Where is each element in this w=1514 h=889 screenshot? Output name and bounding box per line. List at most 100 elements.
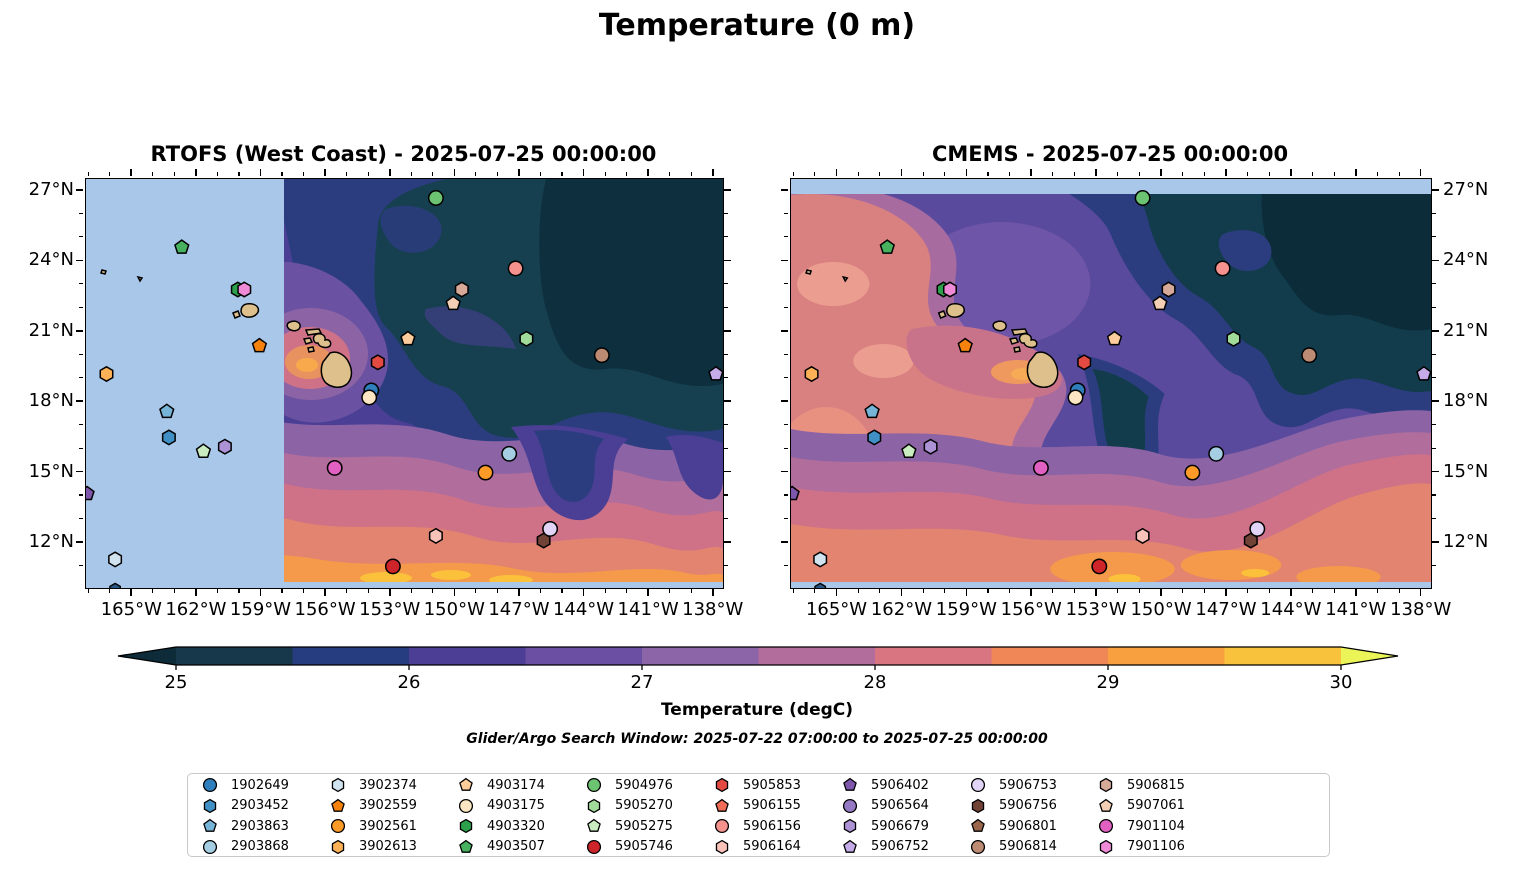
float-marker-5906679: [923, 438, 938, 455]
legend-label: 5906564: [871, 798, 929, 814]
legend-label: 4903320: [487, 818, 545, 834]
island: [1008, 337, 1020, 345]
float-marker-5906752: [1416, 365, 1431, 381]
axis-tick: [216, 589, 218, 593]
axis-tick: [900, 169, 903, 176]
lat-tick-label: 21°N: [28, 319, 74, 341]
axis-tick: [87, 172, 89, 176]
island: [302, 337, 314, 345]
float-marker-5906402: [86, 485, 95, 501]
axis-tick: [130, 169, 133, 176]
float-marker-3902559: [251, 337, 268, 353]
legend-label: 5907061: [1127, 798, 1185, 814]
legend-marker-pentagon-icon: [843, 839, 857, 853]
axis-tick: [922, 172, 924, 176]
axis-tick: [781, 400, 788, 402]
axis-tick: [238, 172, 240, 176]
legend-marker-hexagon-icon: [1099, 839, 1113, 854]
axis-tick: [1203, 589, 1205, 593]
float-marker-5906752: [708, 365, 723, 381]
axis-tick: [987, 589, 989, 593]
island: [841, 275, 849, 283]
float-marker-5905270: [519, 330, 534, 347]
legend-label: 2903868: [231, 839, 289, 855]
legend-label: 2903863: [231, 818, 289, 834]
float-marker-3902374: [108, 551, 123, 568]
legend-item-7901106: 7901106: [1094, 837, 1222, 858]
colorbar-label: Temperature (degC): [660, 700, 854, 720]
axis-tick: [259, 589, 262, 596]
axis-tick: [79, 424, 83, 426]
float-marker-5907061: [445, 295, 461, 311]
lat-tick-label: 18°N: [28, 390, 74, 412]
float-marker-5906753: [542, 520, 559, 537]
axis-tick: [784, 517, 788, 520]
axis-tick: [724, 470, 731, 473]
axis-tick: [1052, 589, 1054, 593]
island: [320, 351, 353, 388]
axis-tick: [518, 169, 520, 176]
axis-tick: [724, 494, 728, 496]
float-marker-5906164: [1135, 527, 1150, 544]
colorbar-tick-label: 28: [863, 672, 887, 693]
axis-tick: [724, 541, 731, 543]
colorbar-tick-label: 26: [397, 672, 421, 693]
lon-tick-label: 144°W: [1260, 599, 1322, 620]
axis-tick: [1095, 589, 1097, 596]
axis-tick: [1432, 189, 1439, 191]
axis-tick: [346, 172, 348, 176]
axis-tick: [79, 306, 83, 308]
colorbar-tick-label: 25: [164, 672, 188, 693]
legend-label: 5904976: [615, 777, 673, 793]
island: [1013, 346, 1021, 353]
legend-item-5905853: 5905853: [710, 775, 838, 796]
axis-tick: [965, 169, 968, 176]
axis-tick: [324, 169, 326, 176]
axis-tick: [647, 589, 649, 596]
axis-tick: [582, 169, 585, 176]
lon-tick-label: 162°W: [165, 599, 227, 620]
lon-tick-label: 153°W: [1065, 599, 1127, 620]
axis-tick: [724, 212, 728, 214]
axis-tick: [79, 353, 83, 355]
axis-tick: [1419, 169, 1422, 176]
float-marker-5905746: [384, 558, 401, 575]
legend-item-3902559: 3902559: [326, 796, 454, 817]
axis-tick: [109, 589, 111, 593]
island: [312, 333, 332, 349]
lat-tick-label: 24°N: [1443, 249, 1489, 271]
legend-label: 4903507: [487, 839, 545, 855]
axis-tick: [1182, 589, 1184, 593]
axis-tick: [965, 589, 968, 596]
axis-tick: [1073, 589, 1076, 593]
axis-tick: [152, 172, 154, 176]
axis-tick: [669, 172, 671, 176]
cmems-no-data-region: [791, 179, 1431, 194]
axis-tick: [1290, 169, 1292, 176]
axis-tick: [781, 259, 788, 262]
legend-marker-hexagon-icon: [715, 778, 729, 793]
axis-tick: [711, 589, 714, 596]
legend-marker-pentagon-icon: [1099, 798, 1113, 812]
float-marker-5905275: [195, 443, 212, 458]
axis-tick: [475, 172, 477, 176]
axis-tick: [724, 400, 731, 402]
legend-item-4903174: 4903174: [454, 775, 582, 796]
legend-item-5904976: 5904976: [582, 775, 710, 796]
axis-tick: [1432, 212, 1436, 214]
axis-tick: [781, 541, 788, 543]
lat-tick-label: 24°N: [28, 249, 74, 271]
axis-tick: [79, 494, 83, 496]
legend-label: 7901104: [1127, 818, 1185, 834]
legend-marker-hexagon-icon: [203, 798, 217, 813]
partial-float-marker: [109, 582, 122, 588]
axis-tick: [835, 169, 838, 176]
axis-tick: [1311, 589, 1314, 593]
legend-label: 5906155: [743, 798, 801, 814]
axis-tick: [79, 212, 83, 214]
legend-label: 2903452: [231, 798, 289, 814]
legend-marker-hexagon-icon: [843, 819, 857, 834]
legend-marker-hexagon-icon: [1099, 778, 1113, 793]
axis-tick: [604, 172, 606, 176]
axis-tick: [784, 306, 788, 308]
